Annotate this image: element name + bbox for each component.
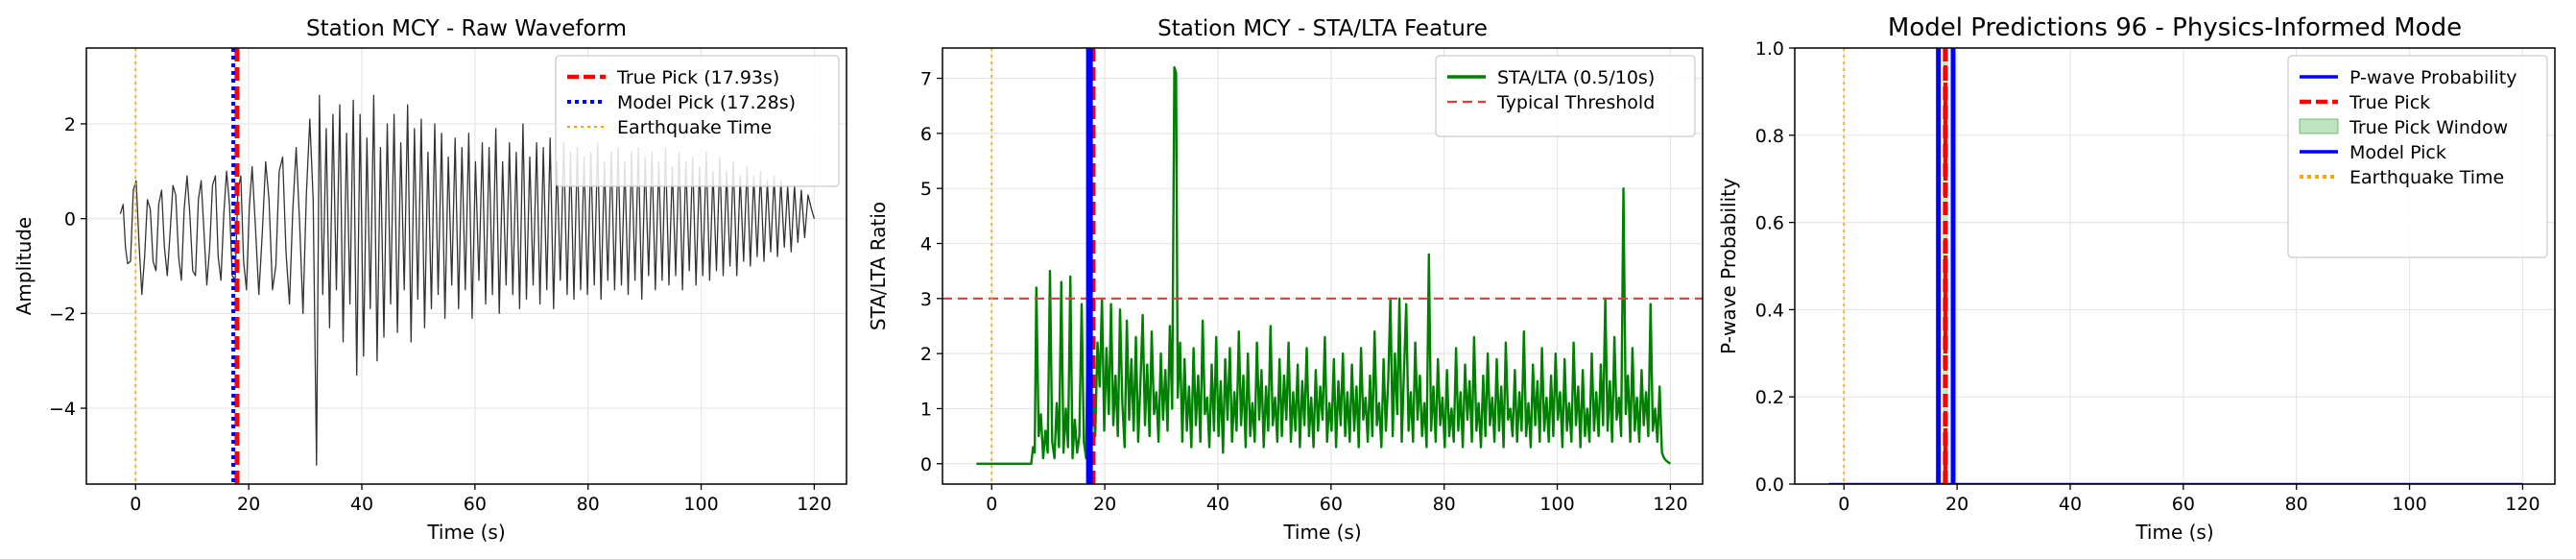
legend-box <box>555 55 840 187</box>
x-tick-label: 100 <box>2392 494 2426 515</box>
plot-area <box>1828 48 2523 484</box>
axes-frame <box>942 47 1704 485</box>
x-tick-label: 0 <box>986 494 997 515</box>
legend-label: True Pick (17.93s) <box>616 67 779 88</box>
x-tick-label: 100 <box>1539 494 1574 515</box>
x-axis-label: Time (s) <box>2135 521 2213 544</box>
legend: P-wave Probability True Pick True Pick Win… <box>2287 55 2548 258</box>
x-tick-label: 60 <box>464 494 487 515</box>
x-tick-label: 80 <box>1433 494 1456 515</box>
legend-swatch <box>2299 118 2339 134</box>
chart-panel-3: 0 20 40 60 80 100 120 0.0 0.2 0.4 0.6 0.8 1.0 Model P… <box>1717 13 2556 544</box>
x-tick-label: 0 <box>130 494 141 515</box>
series-line-1 <box>976 65 1672 465</box>
legend-box <box>1435 55 1696 137</box>
y-tick-label: 0.4 <box>1755 300 1784 321</box>
axes-frame <box>1794 47 2556 485</box>
x-tick-label: 120 <box>2505 494 2540 515</box>
y-tick-label: 0.0 <box>1755 474 1784 496</box>
y-tick-label: 0.8 <box>1755 126 1784 147</box>
legend-label: STA/LTA (0.5/10s) <box>1497 67 1655 88</box>
chart-title: Station MCY - STA/LTA Feature <box>1157 16 1488 41</box>
y-tick-label: 2 <box>64 114 76 135</box>
y-tick-label: 3 <box>920 289 932 310</box>
legend-label: True Pick <box>2349 92 2430 113</box>
x-axis-label: Time (s) <box>426 521 505 544</box>
y-tick-label: −2 <box>49 304 76 325</box>
x-tick-label: 40 <box>1206 494 1229 515</box>
y-axis-label: P-wave Probability <box>1717 178 1740 354</box>
y-tick-label: 5 <box>920 179 932 200</box>
legend-label: P-wave Probability <box>2349 67 2517 88</box>
y-tick-label: 2 <box>920 344 932 365</box>
legend-label: Typical Threshold <box>1496 92 1655 113</box>
y-tick-label: 7 <box>920 69 932 90</box>
x-tick-label: 100 <box>683 494 718 515</box>
legend-label: Model Pick <box>2349 142 2446 163</box>
y-tick-label: 0.6 <box>1755 213 1784 234</box>
y-tick-label: −4 <box>49 399 76 420</box>
chart-title: Model Predictions 96 - Physics-Informed … <box>1888 13 2462 42</box>
legend-label: True Pick Window <box>2349 117 2508 138</box>
legend: STA/LTA (0.5/10s) Typical Threshold <box>1435 55 1696 137</box>
y-tick-label: 0.2 <box>1755 387 1784 408</box>
y-axis-label: STA/LTA Ratio <box>867 202 890 330</box>
x-tick-label: 20 <box>1093 494 1116 515</box>
x-tick-label: 20 <box>1945 494 1968 515</box>
chart-panel-2: 0 20 40 60 80 100 120 0 1 2 3 4 5 6 7 Station MCY - STA… <box>867 16 1704 544</box>
legend-label: Model Pick (17.28s) <box>617 92 796 113</box>
x-tick-label: 20 <box>237 494 260 515</box>
y-tick-label: 1.0 <box>1755 38 1784 60</box>
x-tick-label: 60 <box>1320 494 1343 515</box>
legend-label: Earthquake Time <box>617 117 772 138</box>
x-tick-label: 120 <box>1653 494 1687 515</box>
x-tick-label: 80 <box>2285 494 2308 515</box>
y-tick-label: 4 <box>920 233 932 255</box>
legend-label: Earthquake Time <box>2349 167 2504 188</box>
plot-area <box>119 48 816 484</box>
x-tick-label: 60 <box>2172 494 2195 515</box>
x-axis-label: Time (s) <box>1282 521 1361 544</box>
y-tick-label: 0 <box>920 454 932 475</box>
legend-box <box>2287 55 2548 258</box>
x-tick-label: 80 <box>577 494 600 515</box>
x-tick-label: 40 <box>2059 494 2082 515</box>
y-tick-label: 6 <box>920 124 932 145</box>
y-axis-label: Amplitude <box>12 217 36 316</box>
y-tick-label: 0 <box>64 209 76 231</box>
plot-area <box>942 48 1703 484</box>
series-line-1 <box>119 94 816 466</box>
chart-title: Station MCY - Raw Waveform <box>306 16 627 41</box>
x-tick-label: 120 <box>797 494 831 515</box>
chart-panel-1: 0 20 40 60 80 100 120 −4 −2 0 2 Station MCY - Raw W… <box>12 16 847 544</box>
x-tick-label: 0 <box>1838 494 1849 515</box>
legend: True Pick (17.93s) Model Pick (17.28s) Ear… <box>555 55 840 187</box>
y-tick-label: 1 <box>920 399 932 420</box>
x-tick-label: 40 <box>350 494 373 515</box>
axes-frame <box>85 47 847 485</box>
